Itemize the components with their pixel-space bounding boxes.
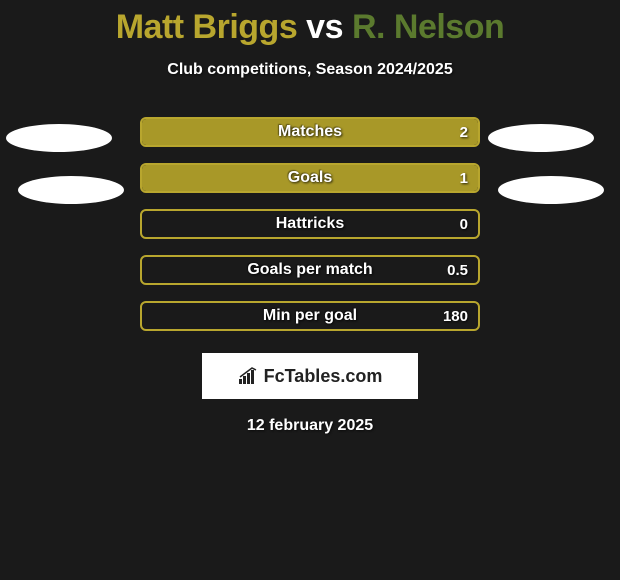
title-vs: vs — [297, 8, 352, 46]
stat-label: Min per goal — [142, 303, 478, 329]
stat-value: 0.5 — [447, 257, 468, 283]
logo: FcTables.com — [238, 366, 383, 387]
stat-row: Goals per match0.5 — [0, 247, 620, 293]
chart-icon — [238, 367, 260, 385]
stat-label: Goals — [142, 165, 478, 191]
page-title: Matt Briggs vs R. Nelson — [0, 0, 620, 47]
stat-bar: Min per goal180 — [140, 301, 480, 331]
decorative-ellipse — [488, 124, 594, 152]
logo-text: FcTables.com — [264, 366, 383, 387]
stat-label: Hattricks — [142, 211, 478, 237]
stat-label: Matches — [142, 119, 478, 145]
stat-bar: Matches2 — [140, 117, 480, 147]
stat-value: 0 — [460, 211, 468, 237]
subtitle: Club competitions, Season 2024/2025 — [0, 61, 620, 79]
stat-value: 180 — [443, 303, 468, 329]
stat-row: Min per goal180 — [0, 293, 620, 339]
stat-label: Goals per match — [142, 257, 478, 283]
logo-box: FcTables.com — [202, 353, 418, 399]
decorative-ellipse — [498, 176, 604, 204]
stat-row: Hattricks0 — [0, 201, 620, 247]
decorative-ellipse — [18, 176, 124, 204]
stat-value: 1 — [460, 165, 468, 191]
title-player2: R. Nelson — [352, 8, 504, 46]
stat-bar: Hattricks0 — [140, 209, 480, 239]
stat-bar: Goals per match0.5 — [140, 255, 480, 285]
stat-bar: Goals1 — [140, 163, 480, 193]
stat-value: 2 — [460, 119, 468, 145]
date: 12 february 2025 — [0, 417, 620, 435]
title-player1: Matt Briggs — [116, 8, 298, 46]
decorative-ellipse — [6, 124, 112, 152]
